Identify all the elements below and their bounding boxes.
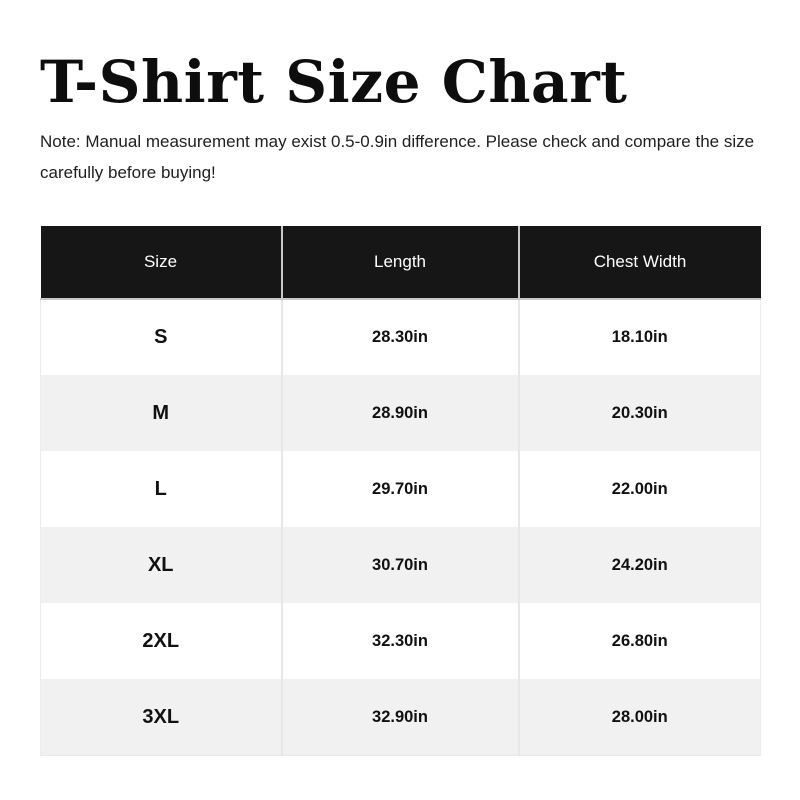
length-cell: 32.90in xyxy=(281,679,520,756)
size-chart-table: Size Length Chest Width S 28.30in 18.10i… xyxy=(40,226,761,756)
chest-width-cell: 26.80in xyxy=(518,603,761,680)
table-row: M 28.90in 20.30in xyxy=(40,375,761,452)
column-header-chest-width: Chest Width xyxy=(518,226,761,301)
note-text: Note: Manual measurement may exist 0.5-0… xyxy=(40,132,755,183)
size-cell: L xyxy=(40,451,283,528)
length-cell: 28.30in xyxy=(281,299,520,376)
size-cell: M xyxy=(40,375,283,452)
column-header-length: Length xyxy=(281,226,520,301)
page-title: T-Shirt Size Chart xyxy=(40,48,628,116)
size-cell: S xyxy=(40,299,283,376)
table-row: 2XL 32.30in 26.80in xyxy=(40,603,761,680)
chest-width-cell: 22.00in xyxy=(518,451,761,528)
table-row: L 29.70in 22.00in xyxy=(40,451,761,528)
header-row: Size Length Chest Width xyxy=(40,226,761,301)
size-cell: XL xyxy=(40,527,283,604)
chest-width-cell: 20.30in xyxy=(518,375,761,452)
table-body: S 28.30in 18.10in M 28.90in 20.30in L 29… xyxy=(40,299,761,756)
chest-width-cell: 18.10in xyxy=(518,299,761,376)
length-cell: 28.90in xyxy=(281,375,520,452)
table-row: 3XL 32.90in 28.00in xyxy=(40,679,761,756)
size-cell: 3XL xyxy=(40,679,283,756)
table-header: Size Length Chest Width xyxy=(40,226,761,301)
table-row: XL 30.70in 24.20in xyxy=(40,527,761,604)
chest-width-cell: 24.20in xyxy=(518,527,761,604)
chest-width-cell: 28.00in xyxy=(518,679,761,756)
table-row: S 28.30in 18.10in xyxy=(40,299,761,376)
length-cell: 32.30in xyxy=(281,603,520,680)
size-cell: 2XL xyxy=(40,603,283,680)
column-header-size: Size xyxy=(40,226,283,301)
length-cell: 30.70in xyxy=(281,527,520,604)
length-cell: 29.70in xyxy=(281,451,520,528)
